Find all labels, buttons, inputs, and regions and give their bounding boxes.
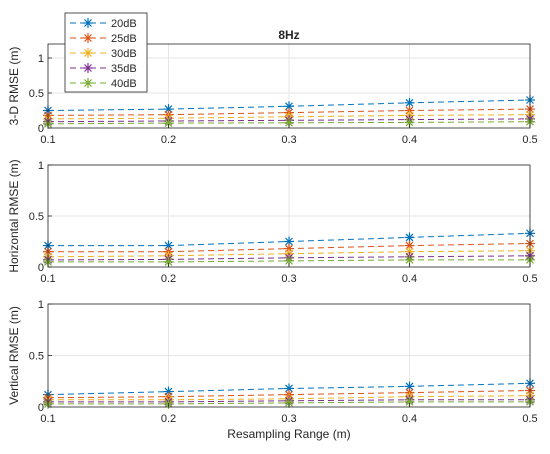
legend-item: 20dB (70, 18, 137, 30)
x-tick-label: 0.5 (522, 413, 537, 425)
x-tick-label: 0.2 (161, 413, 176, 425)
y-axis-label: 3-D RMSE (m) (7, 47, 21, 126)
legend-label: 35dB (111, 63, 137, 75)
y-axis-label: Vertical RMSE (m) (7, 306, 21, 405)
x-tick-label: 0.3 (281, 134, 296, 146)
legend-item: 35dB (70, 63, 137, 75)
data-point (284, 236, 294, 247)
series-40dB (43, 116, 535, 129)
x-tick-label: 0.1 (40, 273, 55, 285)
legend-label: 40dB (111, 78, 137, 90)
x-tick-label: 0.1 (40, 413, 55, 425)
legend: 20dB 25dB 30dB 35dB 40dB (64, 12, 148, 93)
data-point (404, 117, 415, 128)
y-tick-label: 1 (38, 160, 44, 172)
x-axis-label: Resampling Range (m) (227, 427, 350, 441)
subplot-3: 0.1 0.2 0.3 0.4 0.5 0 0.5 1 Vertical RMSE (m) Res… (7, 299, 538, 441)
data-point (404, 97, 415, 108)
data-point (284, 255, 294, 266)
y-tick-label: 1 (38, 299, 44, 311)
legend-marker (83, 48, 93, 58)
data-point (404, 396, 415, 407)
x-tick-label: 0.4 (402, 413, 417, 425)
x-tick-label: 0.4 (402, 134, 417, 146)
x-tick-label: 0.2 (161, 273, 176, 285)
legend-label: 30dB (111, 48, 137, 60)
legend-label: 20dB (111, 18, 137, 30)
y-axis-label: Horizontal RMSE (m) (7, 159, 21, 272)
y-tick-label: 0 (38, 123, 44, 135)
data-point (163, 118, 174, 129)
x-tick-label: 0.3 (281, 413, 296, 425)
legend-label: 25dB (111, 33, 137, 45)
legend-item: 30dB (70, 48, 137, 60)
x-tick-label: 0.2 (161, 134, 176, 146)
x-tick-label: 0.3 (281, 273, 296, 285)
y-tick-label: 0 (38, 402, 44, 414)
y-tick-label: 1 (38, 53, 44, 65)
y-tick-label: 0 (38, 262, 44, 274)
chart-title: 8Hz (278, 28, 299, 42)
y-tick-label: 0.5 (29, 211, 44, 223)
y-tick-label: 0.5 (29, 351, 44, 363)
x-tick-label: 0.4 (402, 273, 417, 285)
legend-marker (83, 63, 93, 73)
subplot-2: 0.1 0.2 0.3 0.4 0.5 0 0.5 1 Horizontal RMSE (m) (7, 159, 538, 285)
legend-marker (83, 78, 93, 88)
y-tick-label: 0.5 (29, 88, 44, 100)
legend-item: 25dB (70, 33, 137, 45)
legend-marker (83, 18, 93, 28)
x-tick-label: 0.5 (522, 273, 537, 285)
legend-item: 40dB (70, 78, 137, 90)
subplot-1: 0.1 0.2 0.3 0.4 0.500.513-D RMSE (m)8Hz20dB2… (7, 12, 538, 146)
x-tick-label: 0.5 (522, 134, 537, 146)
legend-marker (83, 33, 93, 43)
x-tick-label: 0.1 (40, 134, 55, 146)
